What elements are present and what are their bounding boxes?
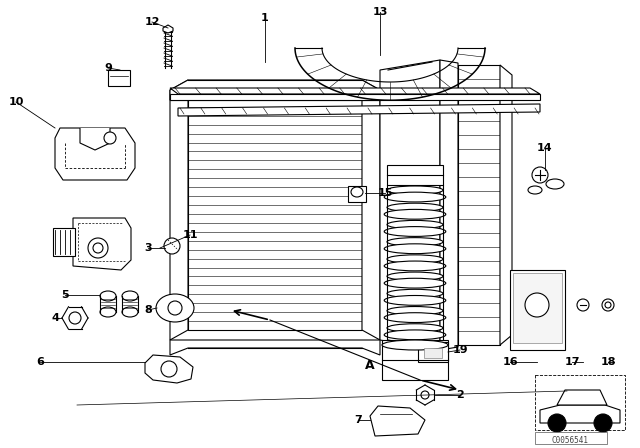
Circle shape <box>104 132 116 144</box>
Text: 11: 11 <box>182 230 198 240</box>
Text: 8: 8 <box>144 305 152 315</box>
Text: 13: 13 <box>372 7 388 17</box>
Polygon shape <box>557 390 607 405</box>
Bar <box>387 165 443 185</box>
Polygon shape <box>145 355 193 383</box>
Bar <box>535 375 625 430</box>
Bar <box>108 70 130 86</box>
Text: 15: 15 <box>378 188 393 198</box>
Ellipse shape <box>122 291 138 301</box>
Polygon shape <box>55 128 135 180</box>
Bar <box>348 186 366 202</box>
Polygon shape <box>170 80 380 100</box>
Ellipse shape <box>387 237 443 246</box>
Polygon shape <box>540 405 620 423</box>
Ellipse shape <box>387 203 443 211</box>
Ellipse shape <box>387 289 443 298</box>
Polygon shape <box>170 94 540 100</box>
Text: A: A <box>365 358 375 371</box>
Polygon shape <box>380 60 440 350</box>
Polygon shape <box>440 60 458 350</box>
Ellipse shape <box>387 306 443 315</box>
Text: 17: 17 <box>564 357 580 367</box>
Text: 18: 18 <box>600 357 616 367</box>
Polygon shape <box>163 25 173 33</box>
Text: 5: 5 <box>61 290 69 300</box>
Ellipse shape <box>384 227 446 237</box>
Text: 4: 4 <box>51 313 59 323</box>
Text: 6: 6 <box>36 357 44 367</box>
Polygon shape <box>178 104 540 116</box>
Text: 7: 7 <box>354 415 362 425</box>
Circle shape <box>594 414 612 432</box>
Circle shape <box>88 238 108 258</box>
Text: 12: 12 <box>144 17 160 27</box>
Circle shape <box>525 293 549 317</box>
Text: 19: 19 <box>452 345 468 355</box>
Circle shape <box>161 361 177 377</box>
Ellipse shape <box>384 244 446 254</box>
Bar <box>382 340 448 380</box>
Bar <box>53 228 75 256</box>
Ellipse shape <box>100 307 116 317</box>
Polygon shape <box>170 88 540 94</box>
Ellipse shape <box>546 179 564 189</box>
Circle shape <box>421 391 429 399</box>
Circle shape <box>532 167 548 183</box>
Bar <box>513 273 562 343</box>
Ellipse shape <box>384 330 446 340</box>
Ellipse shape <box>384 313 446 323</box>
Circle shape <box>577 299 589 311</box>
Bar <box>164 28 172 32</box>
Bar <box>424 348 442 358</box>
Ellipse shape <box>387 324 443 332</box>
Ellipse shape <box>387 186 443 194</box>
Polygon shape <box>170 340 380 355</box>
Ellipse shape <box>384 278 446 288</box>
Circle shape <box>548 414 566 432</box>
Text: C0056541: C0056541 <box>552 435 589 444</box>
Circle shape <box>168 301 182 315</box>
Text: 14: 14 <box>537 143 553 153</box>
Ellipse shape <box>384 296 446 305</box>
Text: 10: 10 <box>8 97 24 107</box>
Text: 9: 9 <box>104 63 112 73</box>
Polygon shape <box>80 128 110 150</box>
Ellipse shape <box>528 186 542 194</box>
Bar <box>458 65 500 345</box>
Circle shape <box>605 302 611 308</box>
Bar <box>418 342 448 362</box>
Ellipse shape <box>387 255 443 263</box>
Ellipse shape <box>122 307 138 317</box>
Circle shape <box>69 312 81 324</box>
Text: 3: 3 <box>144 243 152 253</box>
Polygon shape <box>73 218 131 270</box>
Ellipse shape <box>384 192 446 202</box>
Ellipse shape <box>351 187 363 197</box>
Circle shape <box>602 299 614 311</box>
Bar <box>510 270 565 350</box>
Polygon shape <box>170 80 188 340</box>
Bar <box>188 80 362 330</box>
Ellipse shape <box>384 209 446 219</box>
Ellipse shape <box>156 294 194 322</box>
Bar <box>535 432 607 444</box>
Text: 16: 16 <box>502 357 518 367</box>
Ellipse shape <box>387 220 443 229</box>
Ellipse shape <box>384 261 446 271</box>
Ellipse shape <box>387 272 443 280</box>
Polygon shape <box>362 80 380 340</box>
Ellipse shape <box>100 291 116 301</box>
Circle shape <box>164 238 180 254</box>
Text: 1: 1 <box>261 13 269 23</box>
Polygon shape <box>500 65 512 345</box>
Circle shape <box>93 243 103 253</box>
Text: 2: 2 <box>456 390 464 400</box>
Polygon shape <box>370 406 425 436</box>
Ellipse shape <box>382 340 448 350</box>
